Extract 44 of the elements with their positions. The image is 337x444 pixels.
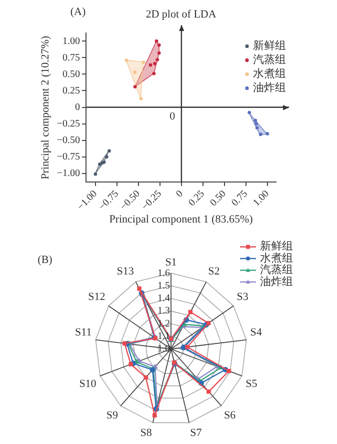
x-axis-title: Principal component 1 (83.65%) (109, 213, 254, 226)
spoke-label: S4 (250, 326, 262, 339)
spoke-label: S8 (140, 427, 152, 440)
y-axis-title: Principal component 2 (10.27%) (39, 35, 52, 180)
y-tick-label: 1.4 (158, 293, 170, 304)
spoke-label: S5 (246, 378, 258, 390)
spoke-label: S6 (224, 409, 236, 422)
legend-label: 汽蒸组 (253, 53, 286, 66)
legend-label: 新鲜组 (253, 39, 286, 52)
chart-title: 2D plot of LDA (146, 8, 216, 20)
x-tick-label: 0.50 (208, 188, 228, 209)
legend-label: 汽蒸组 (260, 263, 293, 276)
spoke-label: S12 (88, 290, 106, 303)
legend-label: 水煮组 (260, 251, 293, 264)
text: (A) (70, 6, 86, 18)
legend-label: 新鲜组 (260, 240, 293, 253)
spoke-label: S9 (106, 409, 119, 422)
x-tick-label: 0 (174, 188, 186, 200)
x-tick-label: 0.75 (230, 188, 250, 209)
x-tick-label: 1.00 (251, 188, 272, 209)
y-tick-label: 0 (75, 102, 80, 113)
y-tick-label: 1.5 (158, 280, 170, 292)
x-tick-label: 0.25 (186, 188, 207, 209)
spoke-label: S13 (116, 266, 134, 278)
y-tick-label: −0.25 (56, 118, 80, 130)
spoke-label: S1 (165, 256, 177, 268)
legend-label: 油炸组 (253, 81, 286, 94)
spoke-label: S10 (79, 378, 97, 390)
y-tick-label: 0.25 (62, 85, 80, 96)
y-tick-label: −0.75 (56, 151, 80, 162)
y-tick-label: −0.50 (56, 134, 80, 146)
y-tick-label: 1.3 (158, 306, 170, 317)
spoke-label: S2 (208, 266, 220, 278)
legend-label: 油炸组 (260, 274, 293, 288)
spoke-label: S3 (236, 290, 249, 303)
spoke-label: S11 (74, 326, 92, 339)
y-tick-label: −1.00 (56, 168, 80, 180)
y-tick-label: 1.6 (158, 268, 170, 279)
spoke-label: S7 (190, 427, 202, 440)
y-tick-label: 0.75 (62, 52, 80, 64)
y-tick-label: 0.50 (62, 68, 80, 80)
y-tick-label: 1.00 (62, 36, 80, 47)
text: (B) (38, 254, 53, 266)
legend-label: 水煮组 (253, 67, 286, 80)
